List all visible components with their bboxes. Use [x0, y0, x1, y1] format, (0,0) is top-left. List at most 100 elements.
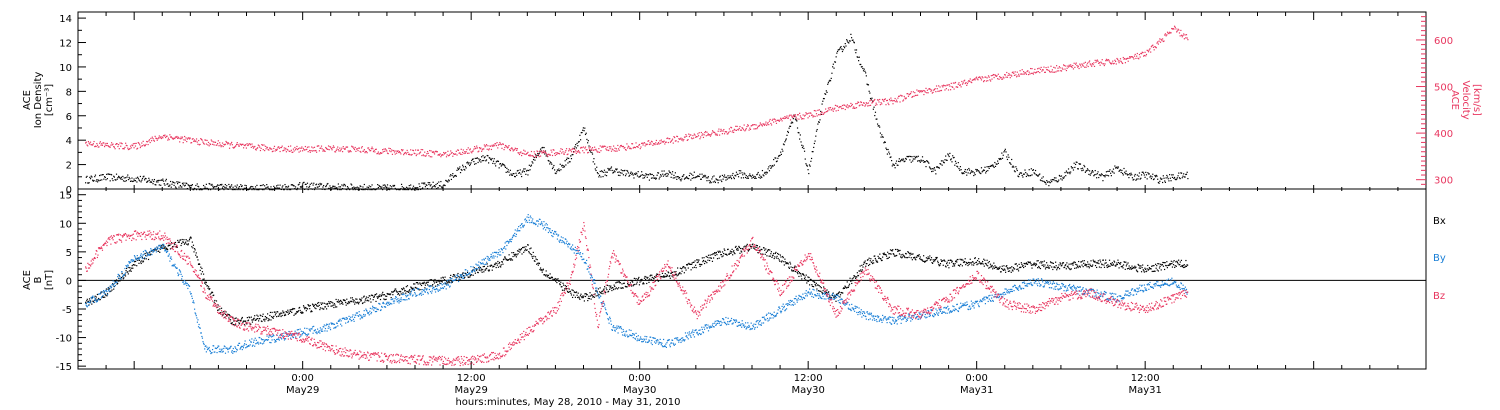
density-point	[946, 159, 948, 162]
velocity-point	[280, 146, 282, 149]
density-point	[257, 189, 259, 191]
density-point	[698, 175, 700, 178]
bx-point	[365, 296, 368, 298]
velocity-point	[703, 134, 705, 136]
density-point	[815, 135, 817, 137]
bx-point	[793, 270, 795, 272]
bx-point	[732, 251, 734, 253]
velocity-point	[841, 104, 844, 107]
bx-point	[751, 245, 753, 248]
velocity-point	[859, 104, 861, 106]
bx-point	[955, 260, 957, 262]
velocity-point	[1041, 70, 1043, 72]
bx-point	[283, 314, 286, 317]
bx-point	[233, 324, 236, 326]
density-point	[356, 186, 358, 188]
density-point	[242, 189, 244, 191]
velocity-point	[504, 144, 507, 147]
velocity-point	[132, 145, 134, 147]
velocity-point	[884, 98, 886, 100]
bx-point	[313, 305, 315, 308]
velocity-point	[1064, 68, 1066, 70]
velocity-point	[532, 156, 535, 158]
velocity-point	[226, 143, 229, 145]
density-point	[916, 160, 919, 162]
density-point	[645, 173, 647, 175]
density-point	[157, 181, 159, 183]
velocity-point	[1111, 62, 1113, 64]
density-point	[1032, 169, 1035, 171]
velocity-point	[829, 106, 832, 109]
density-point	[313, 182, 315, 184]
velocity-point	[596, 150, 598, 152]
bx-point	[645, 276, 647, 278]
bx-point	[797, 270, 799, 273]
density-point	[668, 170, 670, 172]
velocity-point	[645, 143, 647, 145]
bx-point	[775, 251, 777, 254]
density-point	[756, 173, 759, 175]
density-point	[106, 173, 108, 175]
velocity-point	[895, 101, 897, 103]
density-point	[1176, 178, 1178, 180]
velocity-point	[357, 149, 359, 152]
velocity-point	[536, 150, 538, 152]
velocity-point	[114, 148, 116, 150]
bx-point	[916, 256, 918, 258]
velocity-point	[865, 102, 867, 104]
density-point	[573, 147, 575, 150]
density-point	[1147, 173, 1150, 175]
density-point	[1114, 167, 1117, 169]
density-point	[102, 174, 104, 176]
velocity-point	[924, 90, 926, 92]
velocity-point	[1055, 71, 1057, 73]
density-point	[566, 157, 568, 159]
velocity-point	[1023, 73, 1025, 75]
velocity-point	[294, 146, 296, 149]
density-point	[1121, 172, 1124, 175]
density-point	[797, 131, 799, 134]
bx-point	[213, 301, 215, 303]
density-point	[561, 165, 563, 167]
bx-point	[839, 296, 841, 298]
bx-point	[438, 279, 440, 282]
density-point	[931, 170, 933, 173]
density-point	[314, 187, 316, 189]
velocity-point	[643, 142, 646, 144]
bx-point	[383, 294, 386, 296]
velocity-point	[541, 152, 543, 154]
top-left-tick-label: 2	[66, 161, 72, 172]
velocity-point	[916, 94, 919, 96]
bx-point	[270, 316, 273, 318]
velocity-point	[211, 140, 213, 142]
bx-point	[747, 250, 749, 252]
density-point	[460, 168, 462, 171]
density-point	[1177, 175, 1179, 177]
density-point	[225, 187, 227, 189]
bx-point	[671, 275, 673, 277]
density-point	[853, 41, 855, 43]
bx-point	[419, 283, 421, 285]
bx-point	[803, 274, 805, 276]
bx-point	[500, 264, 502, 266]
density-point	[919, 160, 921, 162]
density-point	[304, 188, 306, 191]
density-point	[1046, 181, 1049, 183]
density-point	[893, 164, 895, 166]
density-point	[726, 178, 728, 180]
density-point	[708, 179, 710, 182]
velocity-point	[990, 80, 992, 82]
bx-point	[478, 269, 480, 271]
velocity-point	[1149, 48, 1151, 50]
density-point	[1132, 179, 1134, 181]
bx-point	[808, 276, 810, 279]
velocity-point	[1091, 65, 1093, 67]
velocity-point	[793, 115, 795, 118]
density-point	[611, 169, 613, 172]
velocity-point	[191, 142, 193, 144]
density-point	[660, 175, 662, 177]
bx-point	[536, 259, 538, 261]
velocity-point	[1172, 27, 1174, 30]
bx-point	[600, 292, 602, 295]
bx-point	[622, 287, 624, 289]
